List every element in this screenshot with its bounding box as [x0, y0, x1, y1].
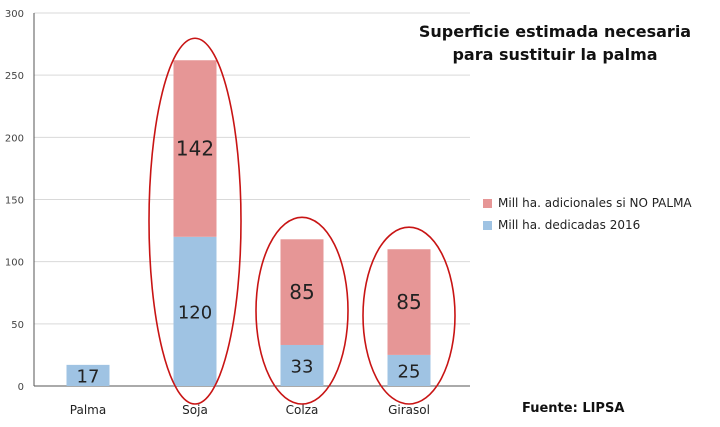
y-tick-label: 50: [11, 320, 24, 331]
chart-title: Superficie estimada necesaria para susti…: [400, 20, 710, 66]
source-note: Fuente: LIPSA: [522, 401, 625, 416]
x-tick-label: Girasol: [388, 403, 430, 417]
legend-item-additional: Mill ha. adicionales si NO PALMA: [483, 192, 692, 214]
data-label-base: 17: [77, 366, 100, 387]
chart-title-line2: para sustituir la palma: [452, 45, 658, 64]
legend-swatch-additional: [483, 198, 492, 208]
bar-additional-soja: [173, 60, 217, 237]
bar-base-soja: [173, 236, 217, 386]
y-tick-label: 250: [5, 71, 24, 82]
legend-label-base: Mill ha. dedicadas 2016: [498, 218, 641, 232]
data-label-base: 120: [178, 302, 212, 323]
y-tick-label: 150: [5, 196, 24, 207]
data-label-additional: 85: [289, 280, 314, 304]
data-label-additional: 85: [396, 290, 421, 314]
data-label-additional: 142: [176, 137, 214, 161]
bar-base-palma: [66, 364, 110, 386]
y-tick-label: 200: [5, 133, 24, 144]
x-tick-label: Palma: [70, 403, 106, 417]
y-tick-label: 300: [5, 9, 24, 20]
y-tick-label: 0: [18, 382, 24, 393]
bar-additional-girasol: [387, 249, 431, 355]
legend: Mill ha. adicionales si NO PALMA Mill ha…: [483, 192, 692, 236]
highlight-ellipse-girasol: [362, 226, 456, 405]
highlight-ellipse-soja: [148, 37, 242, 405]
x-tick-label: Colza: [286, 403, 319, 417]
y-tick-label: 100: [5, 258, 24, 269]
bar-additional-colza: [280, 239, 324, 345]
legend-label-additional: Mill ha. adicionales si NO PALMA: [498, 196, 692, 210]
legend-swatch-base: [483, 220, 492, 230]
data-label-base: 33: [291, 356, 314, 377]
x-tick-label: Soja: [182, 403, 208, 417]
chart-title-line1: Superficie estimada necesaria: [418, 22, 692, 41]
bar-base-colza: [280, 344, 324, 386]
bar-base-girasol: [387, 354, 431, 386]
legend-item-base: Mill ha. dedicadas 2016: [483, 214, 692, 236]
highlight-ellipse-colza: [255, 216, 349, 405]
data-label-base: 25: [398, 361, 421, 382]
